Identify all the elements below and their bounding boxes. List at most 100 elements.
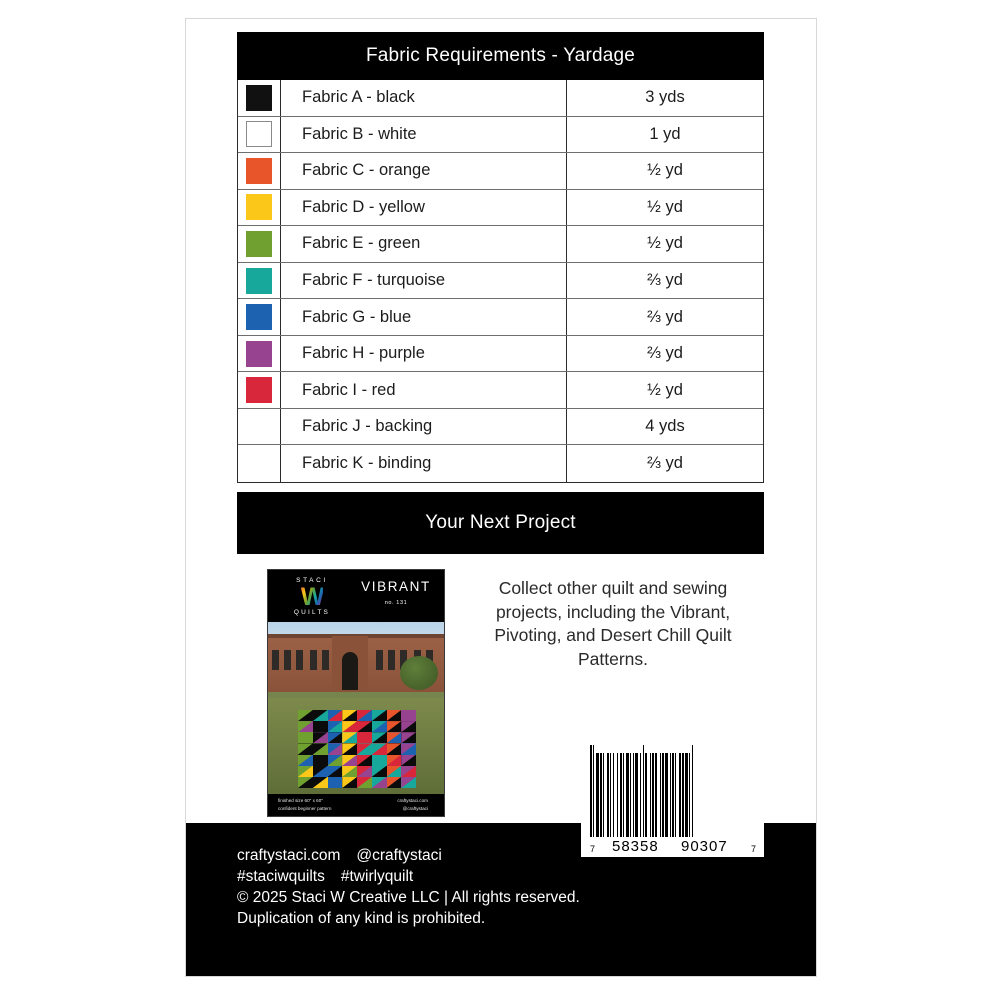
thumbnail-footer-right: craftystaci.com @craftystaci (397, 797, 428, 812)
quilt-patch (357, 743, 372, 755)
quilt-patch-triangle (357, 743, 372, 755)
quilt-patch-triangle (298, 765, 313, 777)
thumbnail-title-group: VIBRANT no. 131 (352, 580, 440, 606)
quilt-patch (312, 721, 328, 733)
table-row: Fabric E - green ½ yd (238, 226, 763, 263)
table-row: Fabric F - turquoise ⅔ yd (238, 262, 763, 300)
barcode-bar (647, 753, 650, 837)
quilt-patch-triangle (401, 721, 416, 733)
barcode-bar (660, 753, 661, 837)
fabric-color-swatch (246, 340, 272, 367)
quilt-patch (327, 754, 343, 766)
fabric-name-cell: Fabric A - black (281, 80, 567, 116)
quilt-patch (312, 732, 328, 744)
quilt-patch-triangle (312, 776, 328, 788)
barcode-bar (685, 753, 688, 837)
quilt-patch (312, 710, 328, 722)
barcode-bar (631, 753, 633, 837)
thumbnail-footer-left: finished size 60" x 60" confident beginn… (278, 797, 331, 812)
quilt-patch-triangle (342, 710, 357, 722)
quilt-patch (371, 710, 387, 722)
quilt-patch (401, 721, 416, 733)
quilt-patch (298, 754, 313, 766)
barcode-group-one: 58358 (612, 838, 659, 855)
quilt-patch (357, 754, 372, 766)
quilt-patch-triangle (298, 743, 313, 755)
quilt-patch (312, 776, 328, 788)
quilt-patch-triangle (401, 754, 416, 766)
promo-section: STACI W QUILTS VIBRANT no. 131 (237, 569, 764, 829)
quilt-patch (312, 754, 328, 766)
footer-handle[interactable]: @craftystaci (356, 847, 442, 864)
barcode-bar (617, 753, 618, 837)
quilt-patch (386, 776, 402, 788)
skill-level-text: confident beginner pattern (278, 805, 332, 811)
barcode-bar (664, 753, 665, 837)
quilt-patch-triangle (386, 776, 402, 788)
quilt-patch-triangle (312, 754, 328, 766)
footer-website[interactable]: craftystaci.com (237, 847, 341, 864)
footer-hashtag-two[interactable]: #twirlyquilt (340, 868, 414, 885)
thumbnail-photo (268, 622, 444, 794)
quilt-patch-triangle (342, 776, 357, 788)
footer-hashtag-one[interactable]: #staciwquilts (237, 868, 325, 885)
barcode-bar (609, 753, 610, 837)
fabric-name-cell: Fabric E - green (281, 226, 567, 262)
barcode-group-two: 90307 (681, 838, 728, 855)
quilt-patch-triangle (357, 721, 372, 733)
barcode-bar (630, 753, 631, 837)
barcode-bars (590, 745, 755, 837)
quilt-patch (327, 721, 343, 733)
barcode-bar (626, 753, 629, 837)
quilt-patch (386, 721, 402, 733)
barcode-bar (590, 745, 592, 837)
barcode-bar (629, 753, 630, 837)
quilt-patch-triangle (371, 721, 387, 733)
quilt-patch-triangle (386, 743, 402, 755)
quilt-patch (371, 765, 387, 777)
barcode-bar (620, 753, 622, 837)
barcode-bar (645, 753, 647, 837)
quilt-patch (327, 743, 343, 755)
barcode-bar (672, 753, 674, 837)
staci-w-quilts-logo: STACI W QUILTS (278, 574, 346, 620)
quilt-patch-triangle (312, 743, 328, 755)
quilt-patch (298, 721, 313, 733)
quilt-patch (371, 776, 387, 788)
quilt-patch (342, 710, 357, 722)
quilt-patch (386, 710, 402, 722)
building-entrance (342, 652, 358, 690)
table-row: Fabric H - purple ⅔ yd (238, 335, 763, 373)
barcode-bar (641, 745, 643, 837)
barcode-bar (635, 753, 638, 837)
quilt-patch (386, 765, 402, 777)
barcode-bar (657, 753, 660, 837)
quilt-patch-triangle (342, 732, 357, 744)
pattern-back-cover-page: Fabric Requirements - Yardage Fabric A -… (185, 18, 817, 977)
barcode-bar (690, 745, 692, 837)
quilt-patch-triangle (342, 765, 357, 777)
quilt-patch-triangle (386, 765, 402, 777)
fabric-swatch-cell (238, 335, 281, 372)
fabric-name-cell: Fabric C - orange (281, 153, 567, 189)
barcode-bar (613, 753, 614, 837)
table-row: Fabric C - orange ½ yd (238, 153, 763, 190)
quilt-patch (342, 765, 357, 777)
quilt-patch (386, 754, 402, 766)
fabric-color-swatch (246, 121, 272, 148)
barcode-bar (592, 745, 593, 837)
barcode-bar (674, 753, 675, 837)
vibrant-pattern-thumbnail[interactable]: STACI W QUILTS VIBRANT no. 131 (267, 569, 445, 817)
fabric-swatch-cell (238, 153, 281, 189)
quilt-patch (371, 754, 387, 766)
quilt-patch-triangle (401, 732, 416, 744)
quilt-patch-triangle (312, 765, 328, 777)
barcode-bar (603, 753, 604, 837)
table-row: Fabric K - binding ⅔ yd (238, 445, 763, 483)
quilt-patch (342, 721, 357, 733)
fabric-yardage-cell: ½ yd (647, 161, 683, 180)
fabric-swatch-cell (238, 262, 281, 299)
footer-copyright: © 2025 Staci W Creative LLC | All rights… (237, 889, 580, 906)
quilt-patch-triangle (327, 765, 343, 777)
quilt-patch (298, 710, 313, 722)
